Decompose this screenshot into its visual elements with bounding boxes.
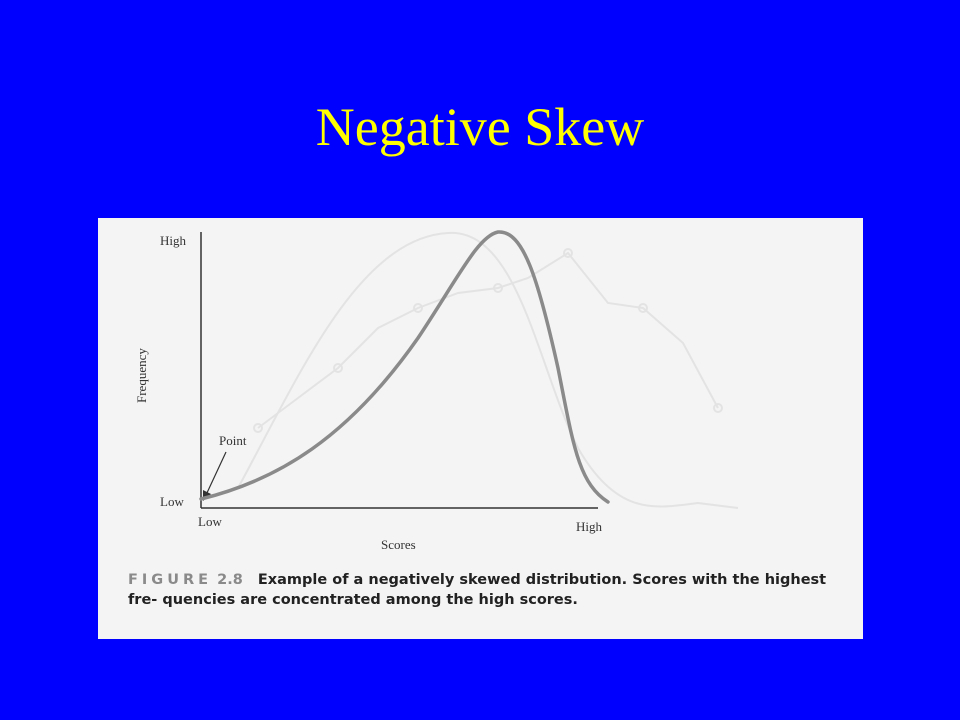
caption-number: 2.8: [217, 572, 243, 588]
caption-label: FIGURE: [128, 572, 213, 588]
skew-curve: [199, 230, 610, 504]
figure-caption: FIGURE 2.8 Example of a negatively skewe…: [128, 570, 848, 610]
x-axis-title: Scores: [381, 537, 416, 552]
x-low-label: Low: [198, 514, 222, 529]
caption-text: Example of a negatively skewed distribut…: [128, 572, 827, 608]
y-high-label: High: [160, 233, 187, 248]
skew-diagram: High Low Frequency Low High Scores Point: [134, 230, 739, 552]
point-annotation: Point: [219, 433, 247, 448]
bleed-through: [237, 231, 739, 509]
point-arrow: [205, 451, 227, 496]
y-axis-title: Frequency: [134, 348, 149, 403]
figure-scan: High Low Frequency Low High Scores Point…: [98, 218, 863, 639]
x-high-label: High: [576, 519, 603, 534]
y-low-label: Low: [160, 494, 184, 509]
slide-title: Negative Skew: [315, 97, 645, 157]
